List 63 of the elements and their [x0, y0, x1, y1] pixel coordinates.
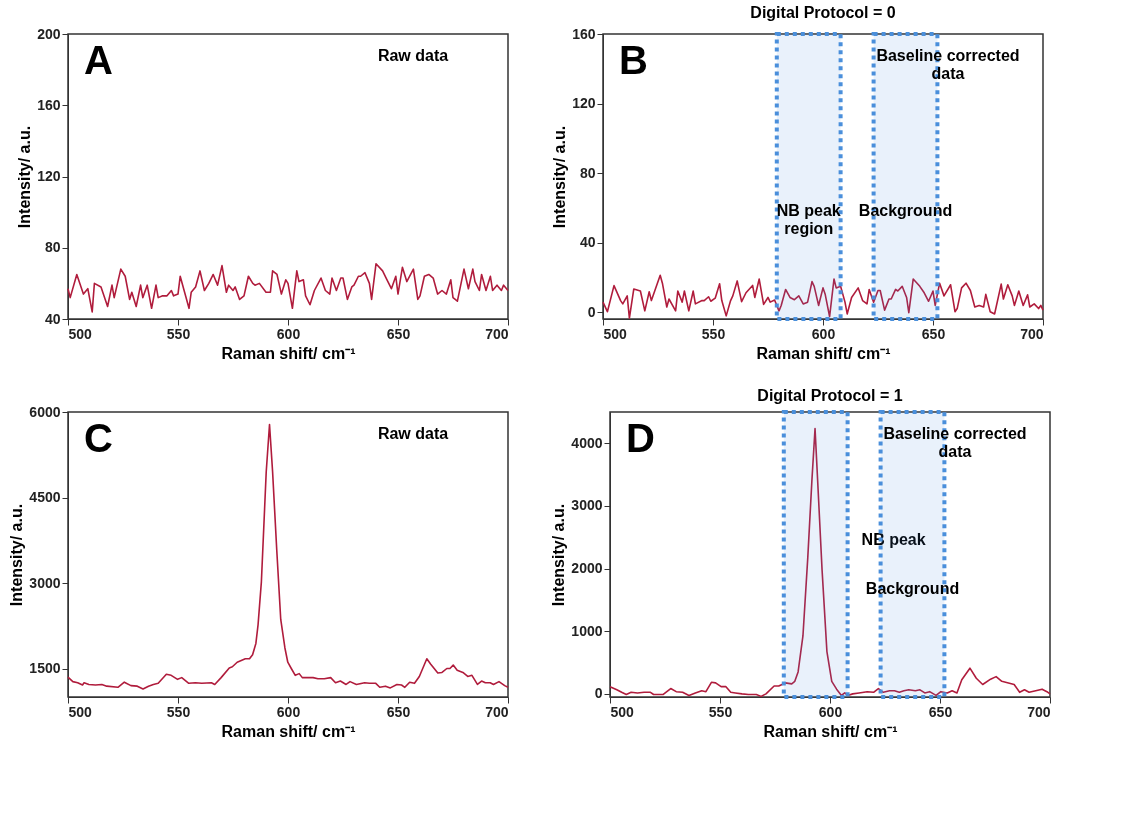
y-axis-title: Intensity/ a.u.	[16, 125, 34, 229]
x-tick-label: 550	[708, 703, 733, 720]
annotation: D	[626, 416, 655, 460]
band-label: NB peak	[861, 531, 926, 549]
y-tick-label: 1500	[29, 660, 61, 676]
x-tick-label: 700	[485, 703, 509, 720]
y-tick-label: 4000	[571, 434, 603, 451]
x-tick-label: 500	[68, 325, 93, 342]
y-tick-label: 0	[594, 685, 603, 702]
line-series	[67, 423, 509, 690]
y-tick-label: 1000	[571, 622, 603, 639]
x-tick-label: 600	[818, 703, 843, 720]
y-tick-label: 2000	[571, 560, 603, 577]
y-tick-label: 200	[37, 25, 61, 42]
y-tick-label: 40	[579, 234, 596, 251]
y-tick-label: 120	[37, 168, 61, 184]
y-tick-label: 80	[44, 239, 61, 256]
annotation: Baseline corrected data	[876, 47, 1020, 82]
x-tick-label: 500	[68, 703, 93, 720]
x-tick-label: 500	[610, 703, 635, 720]
y-tick-label: 3000	[29, 574, 61, 591]
band-label: NB peak region	[776, 201, 841, 237]
annotation: Baseline corrected data	[883, 425, 1027, 460]
x-tick-label: 700	[485, 325, 509, 342]
annotation: A	[84, 38, 113, 82]
y-tick-label: 160	[37, 96, 61, 113]
y-axis-title: Intensity/ a.u.	[551, 125, 569, 229]
y-tick-label: 6000	[29, 403, 61, 420]
y-tick-label: 40	[44, 310, 61, 327]
annotation: B	[619, 38, 648, 82]
chart-title: Digital Protocol = 1	[757, 387, 903, 404]
x-axis-title: Raman shift/ cm⁻¹	[221, 344, 356, 362]
line-series	[67, 262, 509, 313]
annotation: Raw data	[377, 47, 449, 64]
x-tick-label: 700	[1027, 703, 1051, 720]
x-tick-label: 550	[166, 325, 191, 342]
x-tick-label: 600	[276, 703, 301, 720]
annotation: Raw data	[377, 425, 449, 442]
chart-title: Digital Protocol = 0	[750, 4, 896, 21]
annotation: C	[84, 416, 113, 460]
x-tick-label: 600	[276, 325, 301, 342]
x-tick-label: 500	[603, 325, 628, 342]
y-tick-label: 120	[572, 95, 596, 112]
x-tick-label: 700	[1020, 325, 1044, 342]
y-tick-label: 80	[579, 164, 596, 181]
x-axis-title: Raman shift/ cm⁻¹	[756, 344, 891, 362]
band-label: Background	[865, 579, 960, 597]
y-tick-label: 4500	[29, 489, 61, 505]
x-axis-title: Raman shift/ cm⁻¹	[763, 722, 898, 740]
band-label: Background	[858, 201, 953, 219]
y-axis-title: Intensity/ a.u.	[8, 503, 26, 607]
y-tick-label: 160	[572, 25, 596, 42]
y-tick-label: 3000	[571, 497, 603, 514]
x-axis-title: Raman shift/ cm⁻¹	[221, 722, 356, 740]
x-tick-label: 650	[386, 325, 411, 342]
x-tick-label: 650	[928, 703, 953, 720]
y-tick-label: 0	[587, 303, 596, 320]
x-tick-label: 550	[166, 703, 191, 720]
x-tick-label: 550	[701, 325, 726, 342]
y-axis-title: Intensity/ a.u.	[550, 503, 568, 607]
x-tick-label: 650	[921, 325, 946, 342]
x-tick-label: 650	[386, 703, 411, 720]
x-tick-label: 600	[811, 325, 836, 342]
